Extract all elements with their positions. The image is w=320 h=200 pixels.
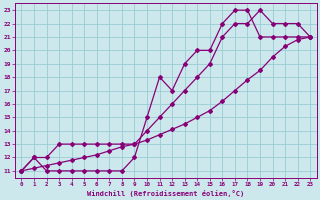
X-axis label: Windchill (Refroidissement éolien,°C): Windchill (Refroidissement éolien,°C) (87, 190, 244, 197)
